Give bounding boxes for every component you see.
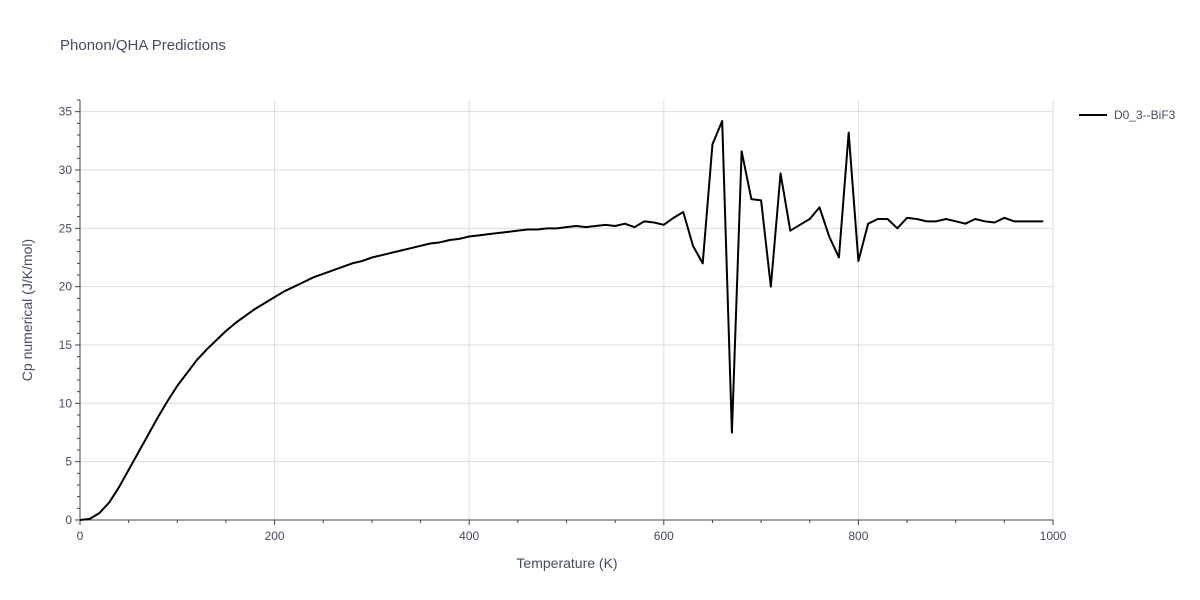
plot-area [79, 120, 1044, 521]
y-tick-label: 15 [59, 338, 73, 352]
chart-title: Phonon/QHA Predictions [60, 37, 226, 54]
axes [75, 99, 1054, 525]
y-tick-label: 30 [59, 163, 73, 177]
x-tick-label: 600 [654, 529, 674, 543]
tick-labels: 0 200 400 600 800 1000 0 5 10 15 20 25 30 35 [59, 105, 1067, 543]
x-tick-label: 400 [459, 529, 479, 543]
y-tick-label: 5 [65, 455, 72, 469]
y-tick-label: 35 [59, 105, 73, 119]
x-tick-label: 1000 [1040, 529, 1067, 543]
y-axis-title: Cp numerical (J/K/mol) [19, 239, 35, 381]
x-tick-label: 800 [848, 529, 868, 543]
y-tick-label: 20 [59, 280, 73, 294]
x-axis-title: Temperature (K) [516, 555, 617, 571]
grid [80, 100, 1054, 520]
y-tick-label: 10 [59, 396, 73, 410]
x-tick-label: 200 [265, 529, 285, 543]
series-line [79, 120, 1044, 521]
legend-label[interactable]: D0_3--BiF3 [1114, 108, 1176, 122]
x-tick-label: 0 [77, 529, 84, 543]
y-tick-label: 25 [59, 221, 73, 235]
legend[interactable]: D0_3--BiF3 [1079, 108, 1176, 122]
y-tick-label: 0 [65, 513, 72, 527]
